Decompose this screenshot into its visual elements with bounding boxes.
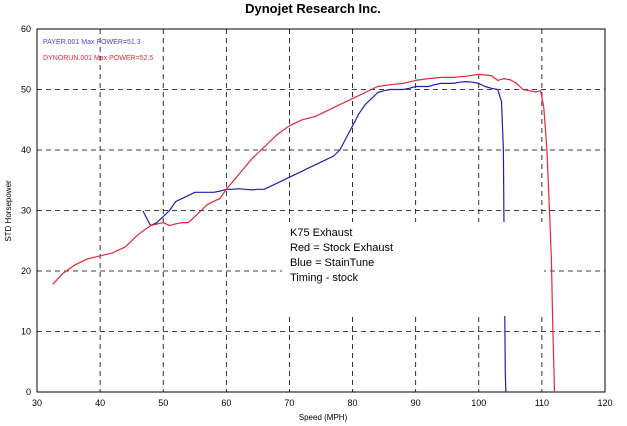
y-tick-label: 40	[21, 145, 31, 155]
x-tick-label: 120	[597, 398, 612, 408]
y-tick-label: 10	[21, 327, 31, 337]
annotation-background	[282, 222, 544, 316]
x-tick-label: 90	[411, 398, 421, 408]
x-tick-label: 70	[284, 398, 294, 408]
y-tick-label: 20	[21, 266, 31, 276]
plot-area-frame	[36, 28, 606, 393]
x-tick-label: 50	[158, 398, 168, 408]
x-tick-label: 80	[348, 398, 358, 408]
annotation-line-4: Timing - stock	[290, 272, 359, 284]
y-tick-label: 60	[21, 24, 31, 34]
grid-lines	[37, 29, 605, 392]
annotation-line-1: K75 Exhaust	[290, 227, 352, 239]
series-line-2	[52, 73, 556, 393]
y-tick-label: 0	[26, 387, 31, 397]
axis-ticks: 30 40 50 60 70 80 90 100 110 120 0 10 20 30 40 50 60	[21, 24, 613, 408]
series-line-1	[142, 80, 507, 393]
x-tick-label: 30	[32, 398, 42, 408]
annotation-box: K75 Exhaust Red = Stock Exhaust Blue = S…	[282, 222, 544, 316]
legend-series-1: PAYER.001 Max POWER=51.3	[43, 39, 141, 46]
annotation-line-3: Blue = StainTune	[290, 257, 374, 269]
x-axis-label: Speed (MPH)	[299, 413, 348, 422]
y-tick-label: 30	[21, 206, 31, 216]
series-layer	[52, 73, 556, 393]
x-tick-label: 110	[535, 398, 549, 408]
x-tick-label: 60	[221, 398, 231, 408]
x-tick-label: 40	[95, 398, 105, 408]
x-tick-label: 100	[471, 398, 486, 408]
chart-title: Dynojet Research Inc.	[245, 1, 381, 16]
y-tick-label: 50	[21, 85, 31, 95]
annotation-line-2: Red = Stock Exhaust	[290, 242, 393, 254]
legend-series-2: DYNORUN.001 Max POWER=52.5	[43, 55, 153, 62]
y-axis-label: STD Horsepower	[4, 180, 13, 242]
